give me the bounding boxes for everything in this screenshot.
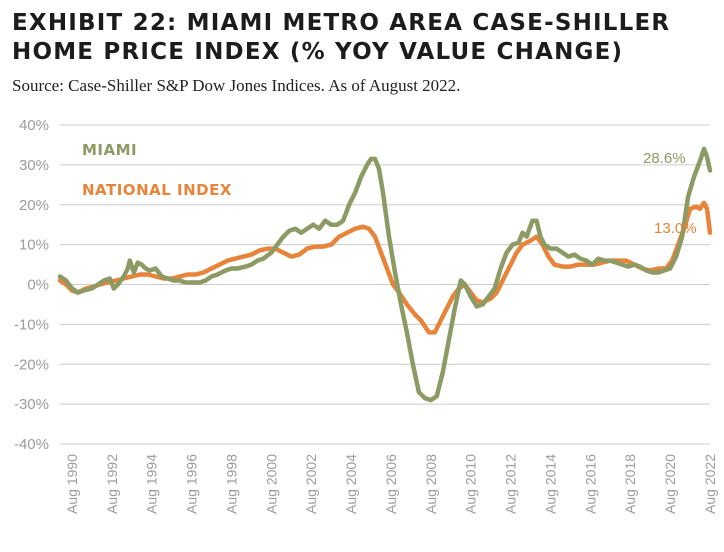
y-tick-label: 0% xyxy=(27,277,49,294)
x-tick-label: Aug 2016 xyxy=(582,454,598,514)
end-value-label: 28.6% xyxy=(643,150,686,167)
x-tick-label: Aug 1992 xyxy=(104,454,120,514)
x-tick-label: Aug 2004 xyxy=(343,454,359,514)
x-tick-label: Aug 2014 xyxy=(542,454,558,514)
series-label-national-index: NATIONAL INDEX xyxy=(82,181,232,199)
x-tick-label: Aug 1990 xyxy=(64,454,80,514)
y-tick-label: -10% xyxy=(14,316,49,333)
x-tick-label: Aug 2018 xyxy=(622,454,638,514)
y-tick-label: 30% xyxy=(19,157,49,174)
series-label-miami: MIAMI xyxy=(82,141,137,159)
y-tick-label: -30% xyxy=(14,396,49,413)
x-tick-label: Aug 1994 xyxy=(144,454,160,514)
x-tick-label: Aug 2022 xyxy=(702,454,718,514)
x-tick-label: Aug 2008 xyxy=(423,454,439,514)
end-value-label: 13.0% xyxy=(654,220,697,237)
series-line-miami xyxy=(57,146,713,403)
x-tick-label: Aug 2010 xyxy=(463,454,479,514)
y-tick-label: 10% xyxy=(19,237,49,254)
y-tick-label: 40% xyxy=(19,117,49,134)
x-tick-label: Aug 1996 xyxy=(184,454,200,514)
x-tick-label: Aug 2012 xyxy=(503,454,519,514)
y-tick-label: 20% xyxy=(19,197,49,214)
x-tick-label: Aug 2006 xyxy=(383,454,399,514)
x-tick-label: Aug 2020 xyxy=(662,454,678,514)
x-tick-label: Aug 2002 xyxy=(303,454,319,514)
chart-title: EXHIBIT 22: MIAMI METRO AREA CASE-SHILLE… xyxy=(12,10,671,65)
x-tick-label: Aug 2000 xyxy=(263,454,279,514)
y-tick-label: -40% xyxy=(14,436,49,453)
y-tick-label: -20% xyxy=(14,356,49,373)
source-note: Source: Case-Shiller S&P Dow Jones Indic… xyxy=(12,76,461,95)
x-tick-label: Aug 1998 xyxy=(223,454,239,514)
